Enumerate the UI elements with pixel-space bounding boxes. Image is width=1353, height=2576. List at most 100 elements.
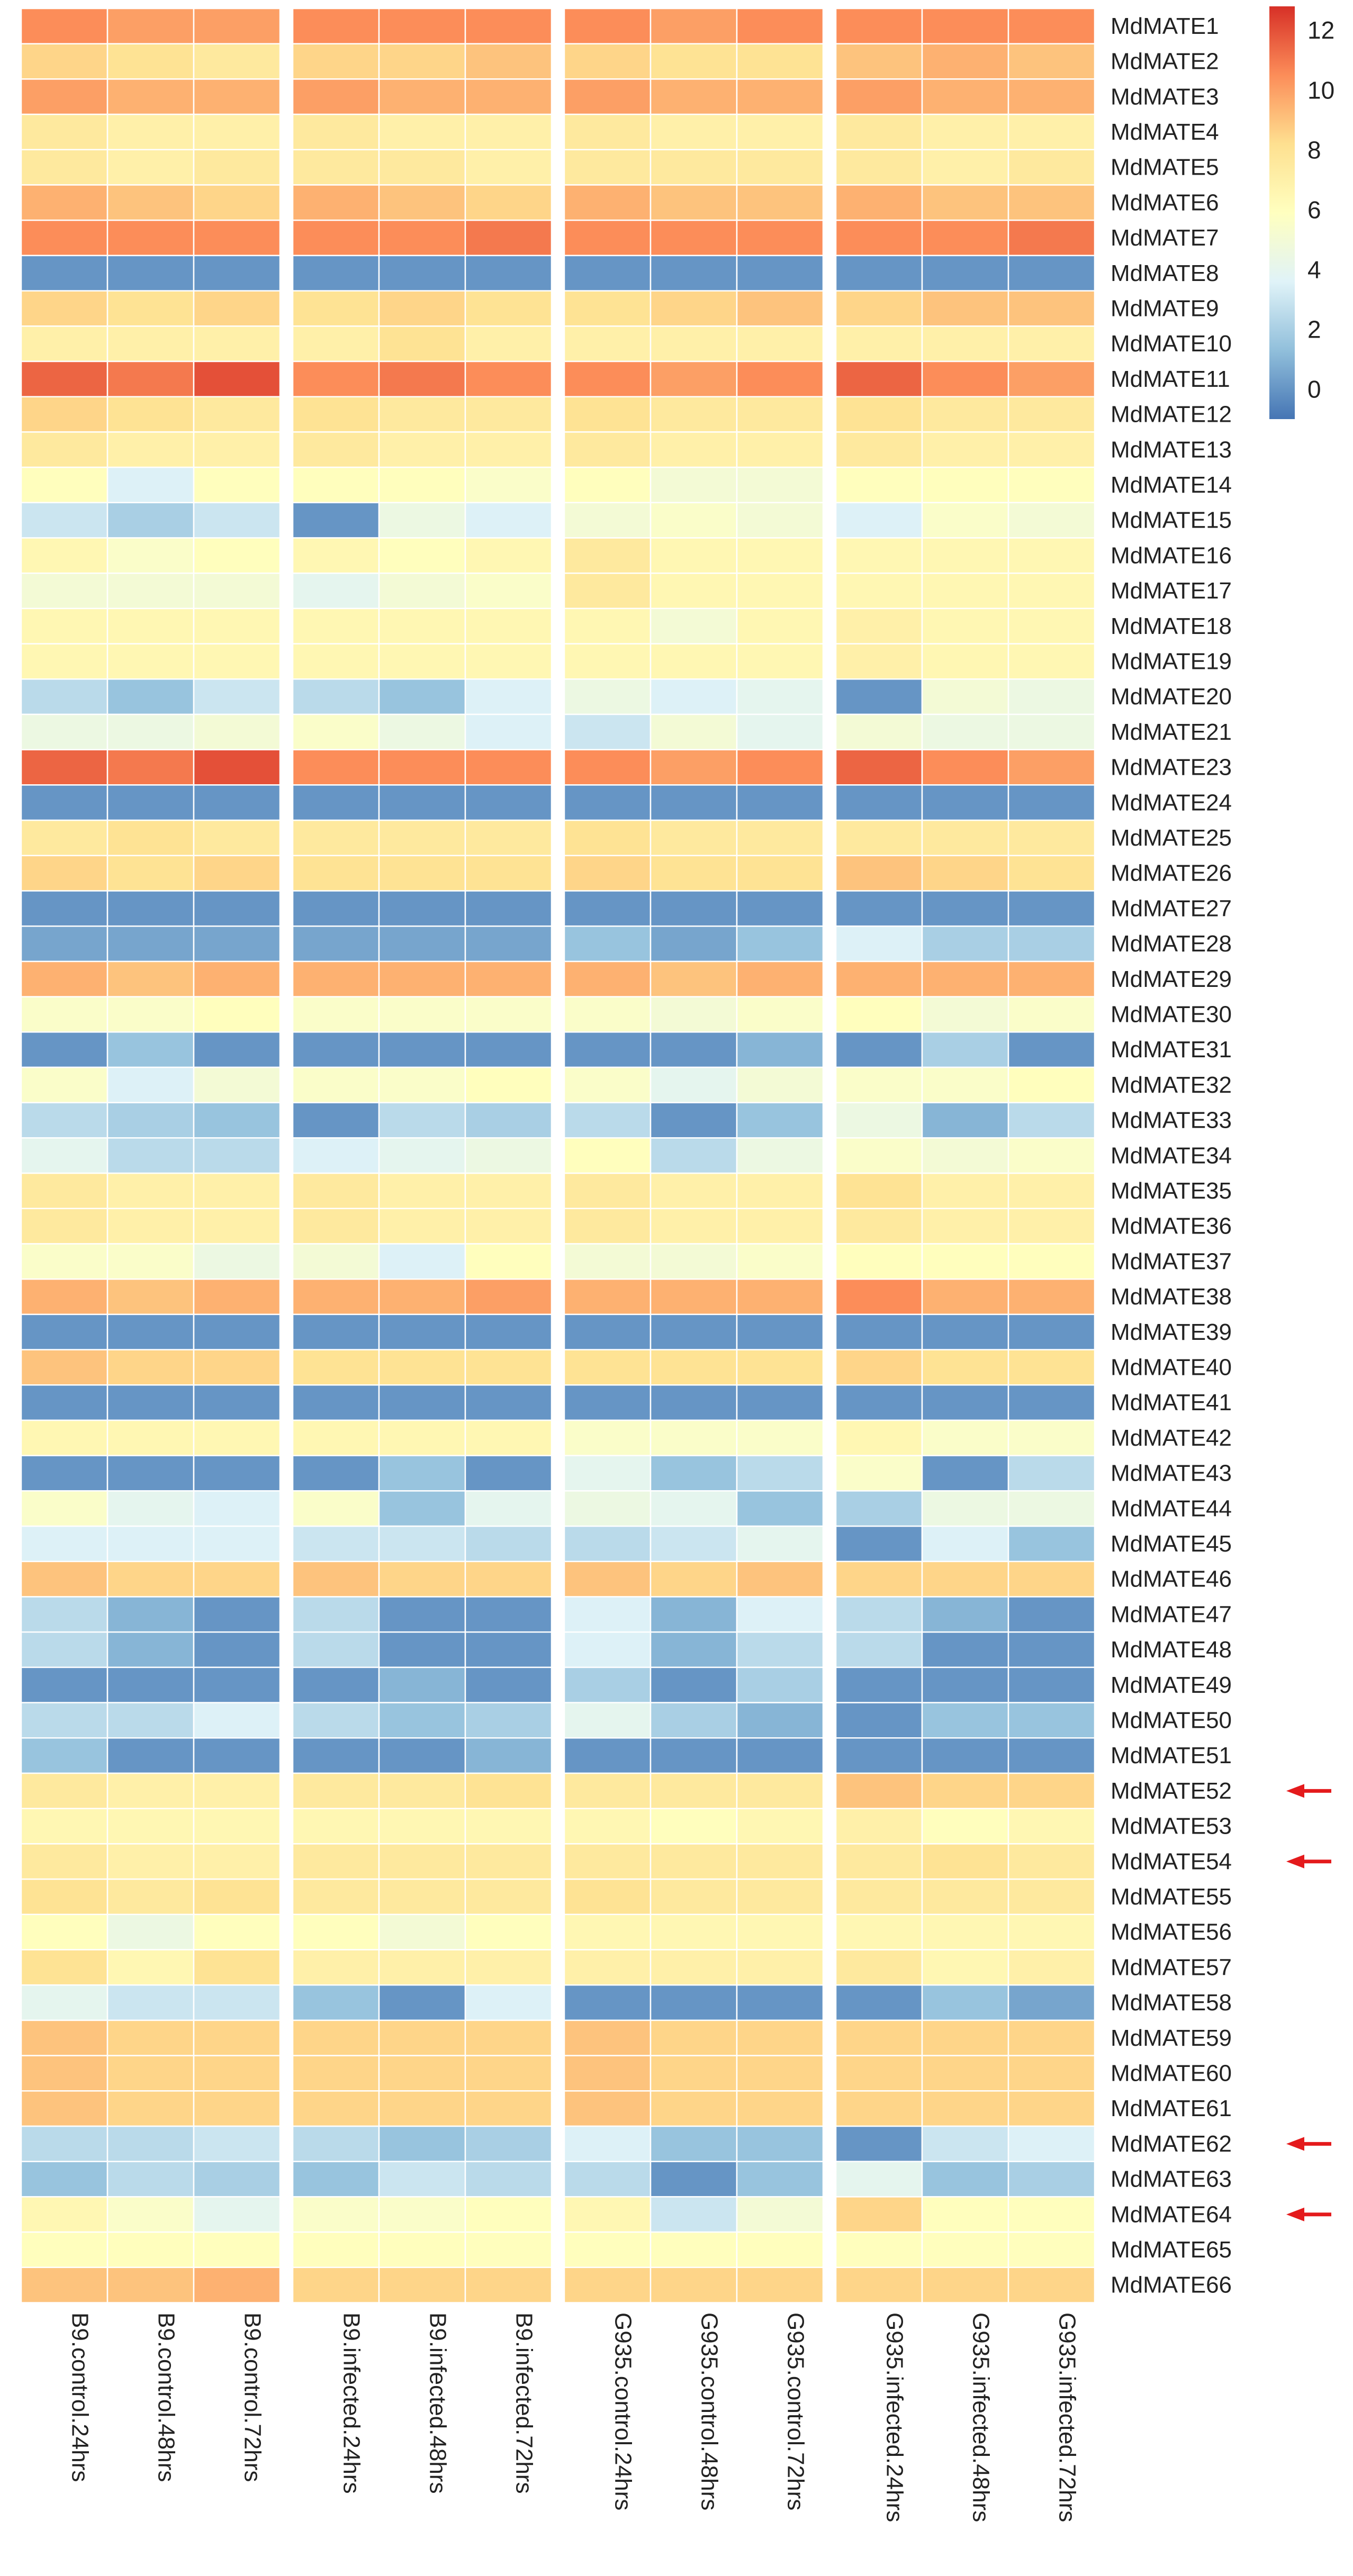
heatmap-cell bbox=[292, 325, 380, 362]
heatmap-cell bbox=[650, 2055, 738, 2092]
heatmap-cell bbox=[736, 113, 824, 151]
row-label: MdMATE54 bbox=[1111, 1848, 1232, 1874]
heatmap-cell bbox=[292, 2231, 380, 2269]
heatmap-cell bbox=[106, 2266, 195, 2303]
colorbar-tick-label: 2 bbox=[1307, 315, 1321, 343]
heatmap-cell bbox=[1007, 502, 1096, 539]
heatmap-cell bbox=[650, 1102, 738, 1139]
heatmap-cell bbox=[1007, 996, 1096, 1033]
column-label: B9.control.48hrs bbox=[154, 2312, 179, 2482]
heatmap-cell bbox=[563, 749, 652, 786]
heatmap-cell bbox=[736, 2196, 824, 2233]
heatmap-cell bbox=[106, 1243, 195, 1280]
heatmap-cell bbox=[464, 431, 553, 468]
heatmap-cell bbox=[378, 2196, 466, 2233]
heatmap-cell bbox=[1007, 1419, 1096, 1456]
heatmap-cell bbox=[736, 1631, 824, 1668]
heatmap-cell bbox=[1007, 1808, 1096, 1845]
heatmap-cell bbox=[193, 1631, 281, 1668]
heatmap-cell bbox=[106, 678, 195, 715]
heatmap-cell bbox=[378, 1949, 466, 1986]
heatmap-cell bbox=[378, 1172, 466, 1210]
heatmap-cell bbox=[193, 1596, 281, 1633]
heatmap-cell bbox=[835, 1419, 923, 1456]
heatmap-cell bbox=[835, 1208, 923, 1245]
heatmap-cell bbox=[378, 1349, 466, 1386]
heatmap-cell bbox=[106, 2161, 195, 2198]
heatmap-cell bbox=[464, 43, 553, 80]
row-label: MdMATE32 bbox=[1111, 1072, 1232, 1098]
heatmap-cell bbox=[563, 607, 652, 645]
heatmap-cell bbox=[106, 184, 195, 221]
heatmap-cell bbox=[106, 1666, 195, 1703]
heatmap-cell bbox=[736, 1455, 824, 1492]
highlight-arrows bbox=[1286, 1784, 1331, 2221]
heatmap-cell bbox=[106, 1066, 195, 1103]
heatmap-cell bbox=[106, 2019, 195, 2056]
heatmap-cell bbox=[835, 396, 923, 433]
row-label: MdMATE44 bbox=[1111, 1495, 1232, 1521]
heatmap-cell bbox=[835, 713, 923, 750]
heatmap-cell bbox=[921, 1772, 1009, 1809]
heatmap-cell bbox=[20, 1843, 109, 1880]
heatmap-cell bbox=[20, 2055, 109, 2092]
row-label: MdMATE60 bbox=[1111, 2060, 1232, 2086]
heatmap-cell bbox=[736, 1984, 824, 2021]
heatmap-cell bbox=[292, 678, 380, 715]
heatmap-cell bbox=[464, 1772, 553, 1809]
highlight-arrow-icon bbox=[1286, 2207, 1331, 2221]
column-label: G935.control.48hrs bbox=[697, 2312, 723, 2510]
heatmap-cell bbox=[378, 1419, 466, 1456]
heatmap-cell bbox=[650, 255, 738, 292]
heatmap-cell bbox=[736, 78, 824, 115]
heatmap-cell bbox=[464, 1949, 553, 1986]
heatmap-cell bbox=[835, 996, 923, 1033]
heatmap-cell bbox=[464, 255, 553, 292]
heatmap-cell bbox=[193, 1984, 281, 2021]
heatmap-cell bbox=[292, 713, 380, 750]
heatmap-cell bbox=[193, 1808, 281, 1845]
heatmap-cell bbox=[20, 1102, 109, 1139]
heatmap-cell bbox=[921, 1631, 1009, 1668]
heatmap-cell bbox=[464, 290, 553, 327]
heatmap-cell bbox=[650, 1278, 738, 1316]
heatmap-cell bbox=[736, 255, 824, 292]
heatmap-cell bbox=[1007, 2019, 1096, 2056]
heatmap-cell bbox=[106, 1878, 195, 1916]
heatmap-cell bbox=[292, 78, 380, 115]
heatmap-cell bbox=[1007, 2125, 1096, 2162]
row-label: MdMATE28 bbox=[1111, 931, 1232, 957]
heatmap-cell bbox=[20, 290, 109, 327]
heatmap-cell bbox=[292, 749, 380, 786]
heatmap-cell bbox=[835, 1808, 923, 1845]
heatmap-cell bbox=[193, 1878, 281, 1916]
heatmap-cell bbox=[193, 7, 281, 44]
heatmap-cell bbox=[464, 502, 553, 539]
heatmap-cell bbox=[464, 78, 553, 115]
heatmap-cell bbox=[378, 2055, 466, 2092]
heatmap-cell bbox=[921, 1031, 1009, 1068]
heatmap-cell bbox=[1007, 1596, 1096, 1633]
heatmap-cell bbox=[20, 890, 109, 927]
heatmap-cell bbox=[464, 1455, 553, 1492]
row-label: MdMATE30 bbox=[1111, 1001, 1232, 1027]
heatmap-cell bbox=[563, 1666, 652, 1703]
heatmap-cell bbox=[106, 1137, 195, 1174]
row-label: MdMATE5 bbox=[1111, 155, 1219, 180]
heatmap-cell bbox=[650, 1031, 738, 1068]
colorbar-tick-label: 12 bbox=[1307, 16, 1334, 44]
heatmap-cell bbox=[563, 1525, 652, 1563]
heatmap-cell bbox=[921, 1737, 1009, 1774]
heatmap-cell bbox=[464, 819, 553, 857]
heatmap-cell bbox=[1007, 1172, 1096, 1210]
heatmap-cell bbox=[193, 1525, 281, 1563]
heatmap-cell bbox=[921, 219, 1009, 257]
heatmap-cell bbox=[736, 2090, 824, 2127]
heatmap-cell bbox=[1007, 572, 1096, 610]
row-label: MdMATE64 bbox=[1111, 2201, 1232, 2227]
heatmap-cell bbox=[464, 396, 553, 433]
heatmap-cell bbox=[378, 466, 466, 504]
row-label: MdMATE20 bbox=[1111, 684, 1232, 710]
row-label: MdMATE52 bbox=[1111, 1778, 1232, 1804]
heatmap-cell bbox=[736, 678, 824, 715]
